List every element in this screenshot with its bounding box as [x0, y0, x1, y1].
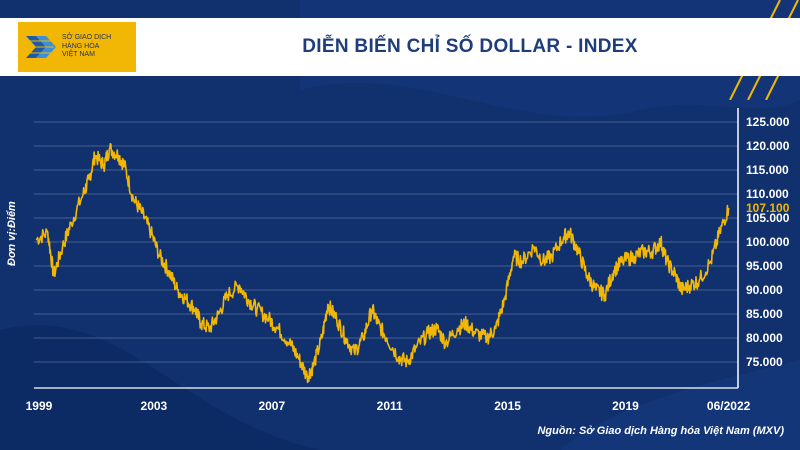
x-tick-label: 2019 [612, 399, 639, 413]
series-line [35, 143, 730, 384]
y-tick-label: 80.000 [746, 331, 783, 345]
logo-text: SỞ GIAO DỊCH HÀNG HÓA VIỆT NAM [62, 34, 111, 60]
last-value-label: 107.100 [746, 201, 790, 215]
x-tick-label: 2007 [258, 399, 285, 413]
x-tick-label: 06/2022 [707, 399, 751, 413]
y-tick-label: 90.000 [746, 283, 783, 297]
logo-line-2: HÀNG HÓA [62, 42, 100, 50]
x-tick-label: 2015 [494, 399, 521, 413]
y-tick-label: 110.000 [746, 187, 789, 201]
logo-mark-icon [26, 36, 56, 58]
y-tick-label: 100.000 [746, 235, 790, 249]
x-tick-label: 2003 [141, 399, 168, 413]
y-tick-label: 105.000 [746, 211, 790, 225]
y-tick-label: 85.000 [746, 307, 783, 321]
logo-line-1: SỞ GIAO DỊCH [62, 34, 112, 42]
y-tick-label: 120.000 [746, 139, 790, 153]
y-tick-label: 125.000 [746, 115, 790, 129]
source-note: Nguồn: Sở Giao dịch Hàng hóa Việt Nam (M… [537, 425, 784, 437]
y-tick-label: 95.000 [746, 259, 783, 273]
x-tick-label: 1999 [26, 399, 53, 413]
y-tick-label: 75.000 [746, 355, 783, 369]
chart-title: DIỄN BIẾN CHỈ SỐ DOLLAR - INDEX [302, 36, 638, 57]
y-tick-label: 115.000 [746, 163, 789, 177]
x-tick-label: 2011 [377, 399, 403, 413]
logo: SỞ GIAO DỊCH HÀNG HÓA VIỆT NAM [18, 22, 136, 72]
logo-line-3: VIỆT NAM [62, 51, 95, 59]
